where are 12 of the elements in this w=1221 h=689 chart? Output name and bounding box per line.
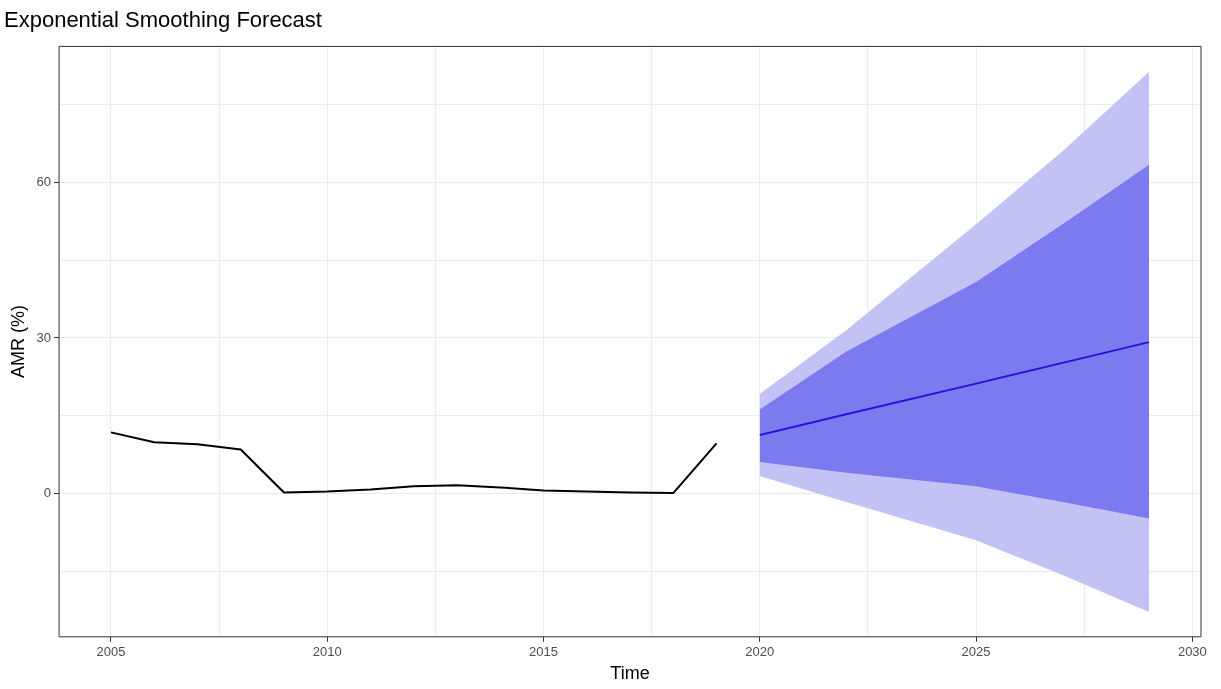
chart-title: Exponential Smoothing Forecast [4,7,322,33]
x-tick-label: 2030 [1177,644,1207,660]
y-tick-label: 60 [36,173,52,189]
x-tick-label: 2005 [96,644,126,660]
y-tick-label: 0 [43,485,52,501]
y-axis-title: AMR (%) [7,305,28,379]
x-tick-label: 2010 [312,644,342,660]
x-tick-label: 2015 [529,644,558,660]
x-tick-label: 2025 [961,644,991,660]
x-tick-label: 2020 [745,644,775,660]
x-axis-title: Time [610,663,650,684]
y-tick-label: 30 [36,329,52,345]
